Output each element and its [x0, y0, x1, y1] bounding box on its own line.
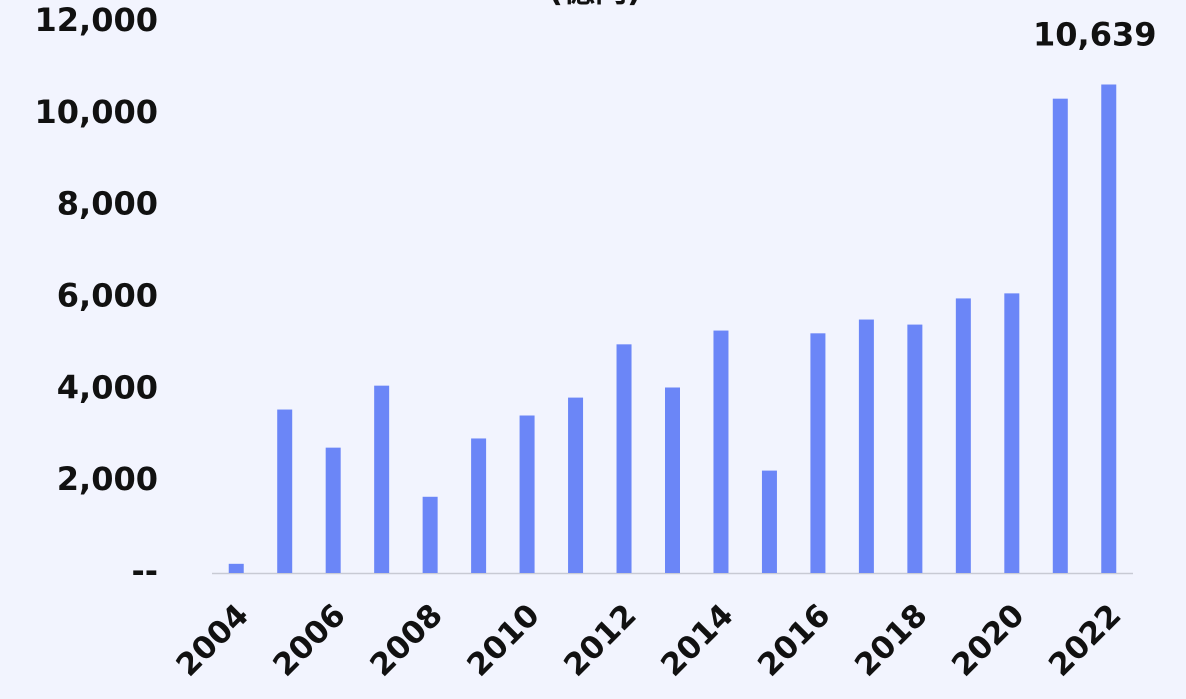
x-tick-label: 2004: [169, 597, 255, 683]
y-tick-label: 2,000: [57, 460, 158, 498]
y-tick-label: 6,000: [57, 277, 158, 315]
bar: [907, 324, 923, 573]
bar: [616, 344, 632, 573]
x-tick-label: 2014: [654, 597, 740, 683]
value-label: 10,639: [1033, 15, 1156, 53]
y-tick-label: 8,000: [57, 185, 158, 223]
bar: [277, 409, 293, 573]
x-tick-label: 2010: [460, 597, 546, 683]
x-tick-label: 2020: [945, 597, 1031, 683]
bar: [568, 397, 584, 573]
x-tick-label: 2012: [557, 597, 643, 683]
bar: [1101, 84, 1117, 573]
bar: [374, 385, 390, 573]
x-tick-label: 2008: [363, 597, 449, 683]
bar: [665, 387, 680, 573]
bar: [1052, 98, 1068, 573]
bar: [955, 298, 971, 573]
bar: [325, 447, 341, 573]
bar: [761, 470, 777, 573]
y-tick-label: 12,000: [35, 1, 158, 39]
x-tick-label: 2018: [848, 597, 934, 683]
bar: [519, 415, 535, 573]
bar: [471, 438, 487, 573]
x-tick-label: 2006: [266, 597, 352, 683]
bar: [810, 333, 826, 573]
bar: [1004, 293, 1020, 573]
y-tick-label: 10,000: [35, 93, 158, 131]
bar: [422, 496, 438, 573]
bar: [858, 319, 874, 573]
chart-title: (億円): [548, 0, 641, 9]
y-tick-label: 4,000: [57, 368, 158, 406]
bar: [228, 563, 244, 573]
bar: [713, 330, 729, 573]
x-tick-label: 2022: [1042, 597, 1128, 683]
y-tick-label: --: [131, 552, 158, 590]
x-tick-label: 2016: [751, 597, 837, 683]
